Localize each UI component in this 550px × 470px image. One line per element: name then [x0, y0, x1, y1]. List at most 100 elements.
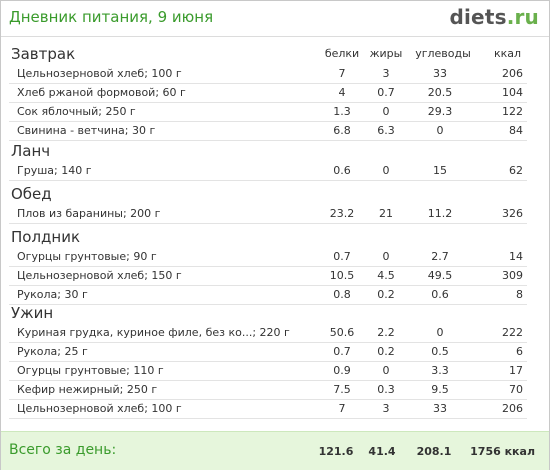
food-name: Цельнозерновой хлеб; 100 г — [17, 67, 182, 80]
kcal-value: 8 — [516, 288, 523, 301]
food-row: Свинина - ветчина; 30 г 6.8 6.3 0 84 — [9, 122, 527, 141]
food-row: Цельнозерновой хлеб; 150 г 10.5 4.5 49.5 309 — [9, 267, 527, 286]
kcal-value: 6 — [516, 345, 523, 358]
carbs-value: 0 — [436, 326, 444, 339]
food-row: Плов из баранины; 200 г 23.2 21 11.2 326 — [9, 205, 527, 224]
column-header-carbs: углеводы — [415, 47, 471, 60]
food-row: Цельнозерновой хлеб; 100 г 7 3 33 206 — [9, 400, 527, 419]
meal-title: Полдник — [11, 228, 81, 246]
kcal-value: 326 — [502, 207, 523, 220]
kcal-value: 14 — [509, 250, 523, 263]
food-name: Рукола; 30 г — [17, 288, 88, 301]
kcal-value: 84 — [509, 124, 523, 137]
header: Дневник питания, 9 июня diets.ru — [1, 1, 549, 37]
carbs-value: 3.3 — [431, 364, 449, 377]
food-row: Огурцы грунтовые; 90 г 0.7 0 2.7 14 — [9, 248, 527, 267]
logo-tld: .ru — [506, 5, 539, 29]
fat-value: 0 — [382, 364, 390, 377]
fat-value: 0 — [382, 105, 390, 118]
kcal-value: 70 — [509, 383, 523, 396]
carbs-value: 11.2 — [427, 207, 453, 220]
protein-value: 0.9 — [333, 364, 351, 377]
fat-value: 0.2 — [377, 288, 395, 301]
fat-value: 0 — [382, 250, 390, 263]
daily-total-label: Всего за день: — [9, 442, 117, 458]
food-name: Цельнозерновой хлеб; 100 г — [17, 402, 182, 415]
protein-value: 10.5 — [329, 269, 355, 282]
carbs-value: 0.6 — [431, 288, 449, 301]
food-name: Хлеб ржаной формовой; 60 г — [17, 86, 186, 99]
column-header-protein: белки — [324, 47, 360, 60]
food-row: Сок яблочный; 250 г 1.3 0 29.3 122 — [9, 103, 527, 122]
fat-value: 2.2 — [377, 326, 395, 339]
meal-title: Обед — [11, 185, 52, 203]
total-carbs: 208.1 — [416, 445, 452, 458]
food-name: Огурцы грунтовые; 110 г — [17, 364, 164, 377]
food-row: Рукола; 25 г 0.7 0.2 0.5 6 — [9, 343, 527, 362]
carbs-value: 33 — [433, 402, 447, 415]
logo-main: diets — [449, 5, 507, 29]
food-name: Цельнозерновой хлеб; 150 г — [17, 269, 182, 282]
kcal-value: 104 — [502, 86, 523, 99]
protein-value: 0.8 — [333, 288, 351, 301]
site-logo[interactable]: diets.ru — [449, 5, 539, 29]
food-name: Плов из баранины; 200 г — [17, 207, 161, 220]
food-name: Свинина - ветчина; 30 г — [17, 124, 156, 137]
column-header-fat: жиры — [369, 47, 403, 60]
protein-value: 7.5 — [333, 383, 351, 396]
food-row: Кефир нежирный; 250 г 7.5 0.3 9.5 70 — [9, 381, 527, 400]
food-name: Кефир нежирный; 250 г — [17, 383, 158, 396]
meal-title: Завтрак — [11, 45, 76, 63]
carbs-value: 15 — [433, 164, 447, 177]
fat-value: 0.2 — [377, 345, 395, 358]
kcal-value: 206 — [502, 67, 523, 80]
daily-total-bar: Всего за день: 121.6 41.4 208.1 1756 кка… — [1, 431, 549, 470]
protein-value: 0.7 — [333, 250, 351, 263]
protein-value: 50.6 — [329, 326, 355, 339]
fat-value: 6.3 — [377, 124, 395, 137]
kcal-value: 122 — [502, 105, 523, 118]
page-title: Дневник питания, 9 июня — [9, 8, 214, 26]
carbs-value: 29.3 — [427, 105, 453, 118]
fat-value: 21 — [379, 207, 393, 220]
food-row: Рукола; 30 г 0.8 0.2 0.6 8 — [9, 286, 527, 305]
food-row: Куриная грудка, куриное филе, без ко...;… — [9, 324, 527, 343]
carbs-value: 49.5 — [427, 269, 453, 282]
carbs-value: 0.5 — [431, 345, 449, 358]
fat-value: 3 — [382, 402, 390, 415]
protein-value: 0.6 — [333, 164, 351, 177]
column-header-kcal: ккал — [493, 47, 521, 60]
protein-value: 0.7 — [333, 345, 351, 358]
protein-value: 23.2 — [329, 207, 355, 220]
carbs-value: 0 — [436, 124, 444, 137]
kcal-value: 222 — [502, 326, 523, 339]
fat-value: 4.5 — [377, 269, 395, 282]
fat-value: 0.3 — [377, 383, 395, 396]
protein-value: 4 — [338, 86, 346, 99]
total-fat: 41.4 — [368, 445, 396, 458]
fat-value: 3 — [382, 67, 390, 80]
food-row: Хлеб ржаной формовой; 60 г 4 0.7 20.5 104 — [9, 84, 527, 103]
protein-value: 1.3 — [333, 105, 351, 118]
food-row: Цельнозерновой хлеб; 100 г 7 3 33 206 — [9, 65, 527, 84]
carbs-value: 20.5 — [427, 86, 453, 99]
total-kcal: 1756 ккал — [470, 445, 535, 458]
fat-value: 0 — [382, 164, 390, 177]
food-row: Огурцы грунтовые; 110 г 0.9 0 3.3 17 — [9, 362, 527, 381]
header-divider — [1, 36, 549, 37]
total-protein: 121.6 — [318, 445, 354, 458]
carbs-value: 33 — [433, 67, 447, 80]
food-name: Куриная грудка, куриное филе, без ко...;… — [17, 326, 290, 339]
carbs-value: 2.7 — [431, 250, 449, 263]
fat-value: 0.7 — [377, 86, 395, 99]
protein-value: 6.8 — [333, 124, 351, 137]
food-row: Груша; 140 г 0.6 0 15 62 — [9, 162, 527, 181]
meal-title: Ланч — [11, 142, 51, 160]
kcal-value: 17 — [509, 364, 523, 377]
kcal-value: 206 — [502, 402, 523, 415]
kcal-value: 309 — [502, 269, 523, 282]
food-name: Сок яблочный; 250 г — [17, 105, 136, 118]
kcal-value: 62 — [509, 164, 523, 177]
food-name: Огурцы грунтовые; 90 г — [17, 250, 157, 263]
